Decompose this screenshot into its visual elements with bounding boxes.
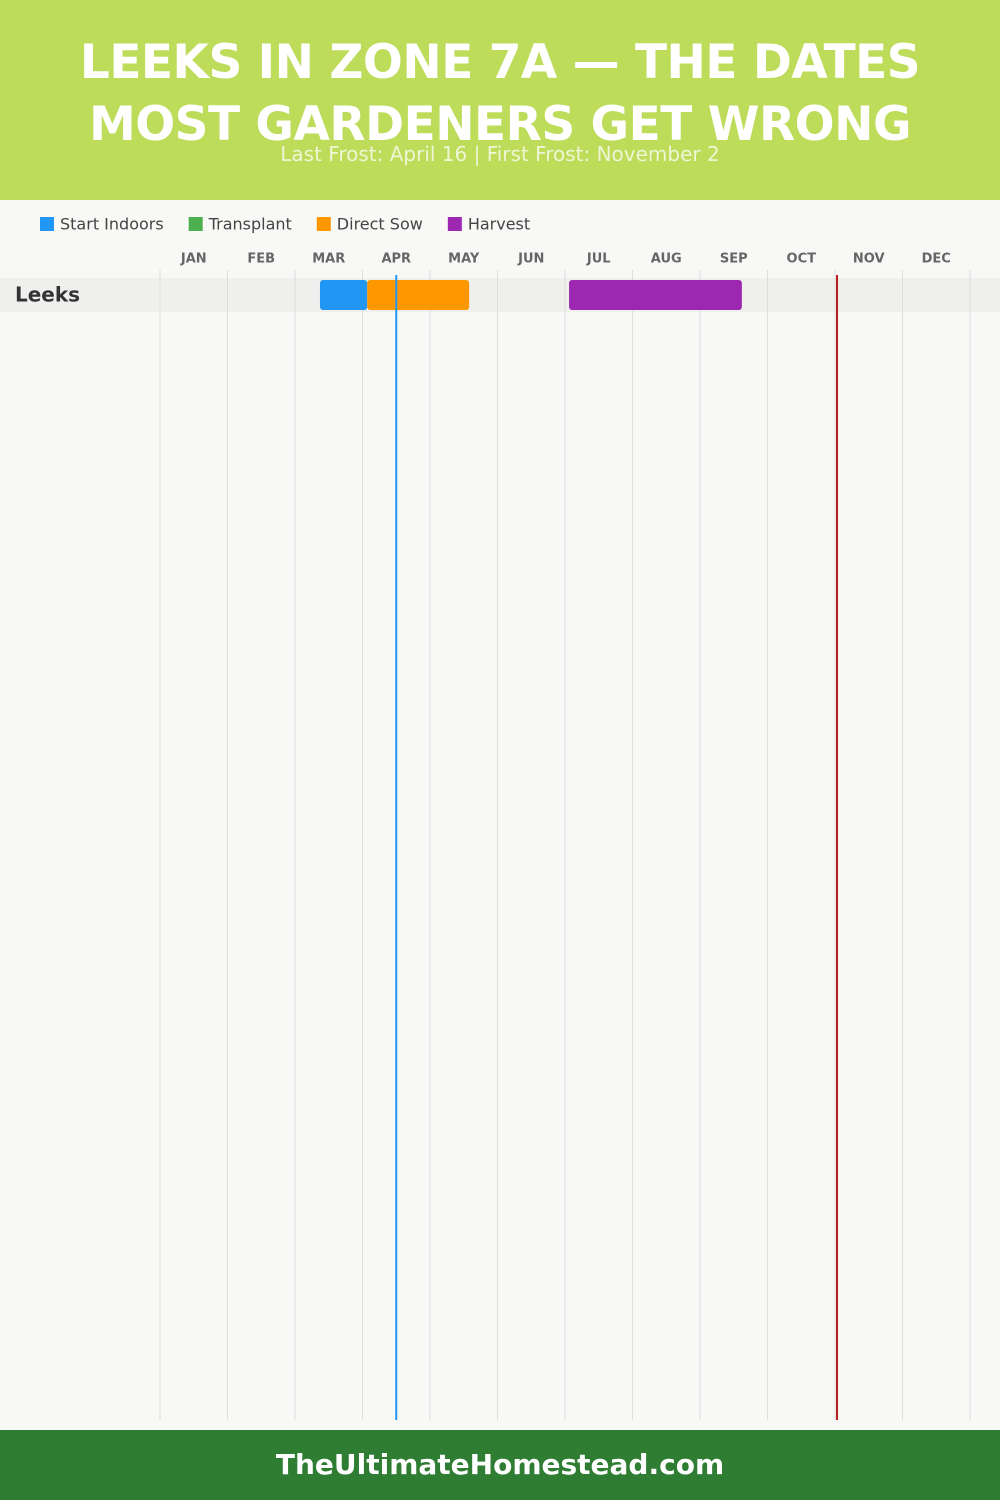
x-tick-label: DEC: [922, 252, 951, 267]
legend-label: Direct Sow: [337, 215, 423, 234]
legend-swatch: [447, 217, 462, 231]
header: LEEKS IN ZONE 7A — THE DATES MOST GARDEN…: [0, 0, 1000, 200]
legend-label: Harvest: [468, 215, 530, 234]
title: LEEKS IN ZONE 7A — THE DATES MOST GARDEN…: [79, 35, 921, 152]
footer: TheUltimateHomestead.com: [0, 1430, 1000, 1500]
x-tick-label: APR: [381, 252, 411, 267]
legend-label: Start Indoors: [60, 215, 164, 234]
schedule-bar: [367, 280, 470, 310]
x-tick-label: JUL: [586, 252, 611, 267]
x-tick-label: JAN: [180, 252, 207, 267]
x-tick-label: OCT: [787, 252, 817, 267]
x-tick-label: MAR: [312, 252, 345, 267]
x-tick-label: MAY: [448, 252, 480, 267]
x-tick-label: NOV: [853, 252, 885, 267]
x-tick-label: SEP: [720, 252, 748, 267]
schedule-bar: [569, 280, 742, 310]
row-band: [0, 278, 1000, 312]
legend-swatch: [40, 217, 54, 231]
legend-label: Transplant: [208, 215, 292, 234]
row-label: Leeks: [15, 283, 80, 307]
schedule-bar: [319, 280, 368, 310]
x-tick-label: AUG: [651, 252, 682, 267]
subtitle: Last Frost: April 16 | First Frost: Nove…: [280, 142, 720, 166]
legend-swatch: [316, 217, 331, 231]
chart: Leeks JAN FEB MAR APR MAY JUN JUL AUG SEP OCT NOV DE…: [0, 215, 1000, 1420]
x-tick-label: JUN: [517, 252, 544, 267]
x-tick-label: FEB: [247, 252, 275, 267]
legend-swatch: [188, 217, 203, 231]
